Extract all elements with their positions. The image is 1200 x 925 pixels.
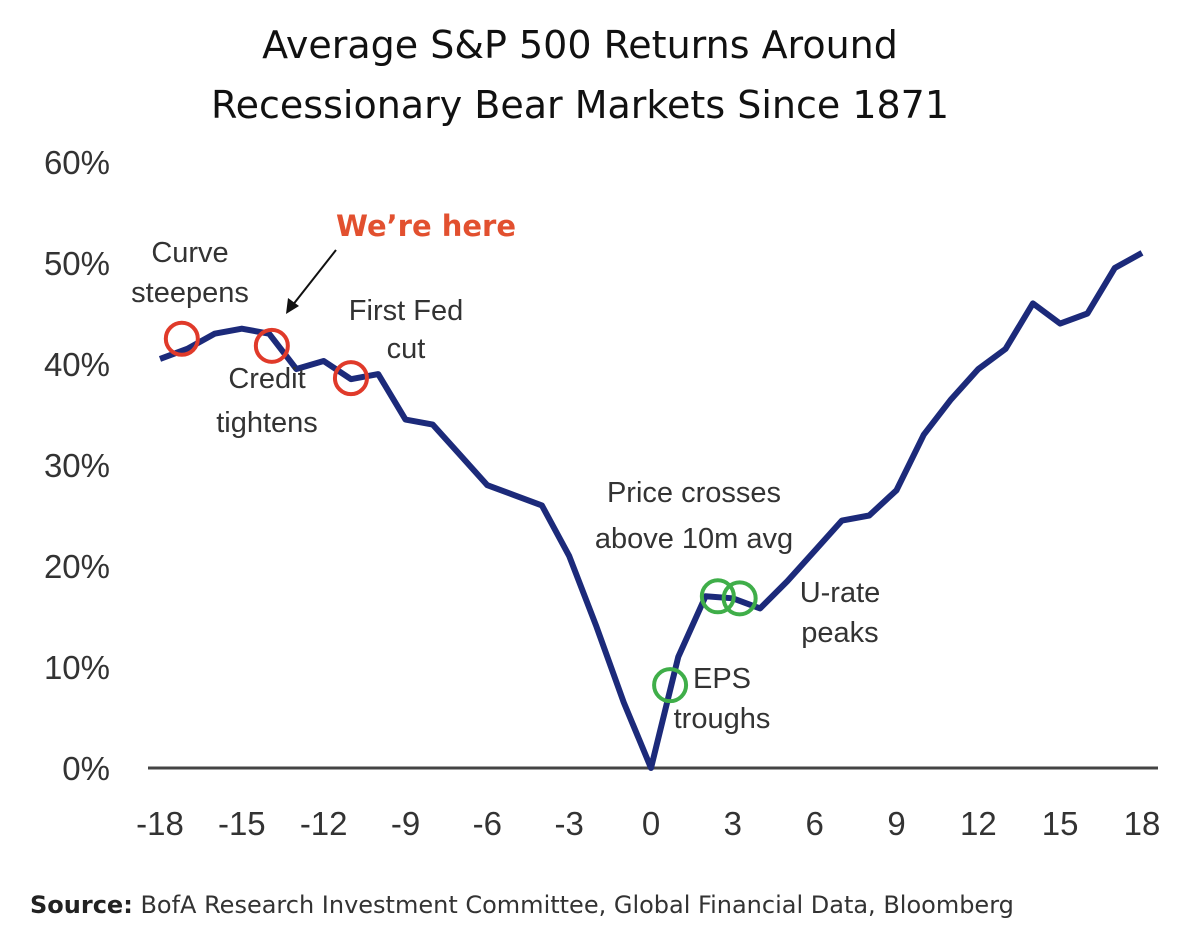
y-tick-label: 40% bbox=[44, 346, 110, 383]
callout-label: We’re here bbox=[336, 209, 516, 243]
chart-title: Average S&P 500 Returns Around bbox=[262, 23, 898, 67]
y-tick-label: 0% bbox=[62, 750, 110, 787]
annotation-label: troughs bbox=[674, 703, 771, 735]
x-tick-label: 18 bbox=[1124, 805, 1161, 842]
source: Source: BofA Research Investment Committ… bbox=[30, 891, 1014, 919]
x-tick-label: -9 bbox=[391, 805, 420, 842]
annotation-label: steepens bbox=[131, 277, 249, 309]
annotation-label: tightens bbox=[216, 407, 318, 439]
annotation-label: Price crosses bbox=[607, 477, 781, 509]
source-label: Source: bbox=[30, 891, 133, 919]
annotation-label: First Fed bbox=[349, 295, 463, 327]
x-tick-label: 12 bbox=[960, 805, 997, 842]
x-tick-label: -3 bbox=[554, 805, 583, 842]
y-tick-label: 50% bbox=[44, 245, 110, 282]
callout-arrow bbox=[291, 249, 337, 307]
annotation-label: EPS bbox=[693, 663, 751, 695]
annotation-label: U-rate bbox=[800, 577, 881, 609]
y-tick-label: 10% bbox=[44, 649, 110, 686]
x-tick-label: -15 bbox=[218, 805, 266, 842]
x-tick-label: 15 bbox=[1042, 805, 1079, 842]
line-series bbox=[158, 250, 1144, 771]
chart-title: Recessionary Bear Markets Since 1871 bbox=[211, 83, 949, 127]
annotation-label: Curve bbox=[151, 237, 228, 269]
annotation-marker bbox=[699, 578, 736, 615]
source-text: BofA Research Investment Committee, Glob… bbox=[140, 891, 1013, 919]
annotation-marker bbox=[721, 580, 758, 617]
x-tick-label: 9 bbox=[887, 805, 905, 842]
y-tick-label: 30% bbox=[44, 447, 110, 484]
annotation-label: Credit bbox=[228, 363, 305, 395]
y-tick-label: 60% bbox=[44, 144, 110, 181]
x-tick-label: 3 bbox=[724, 805, 742, 842]
callout-arrowhead bbox=[286, 298, 299, 314]
annotation-label: cut bbox=[387, 333, 426, 365]
annotation-marker bbox=[332, 360, 369, 397]
x-tick-label: 6 bbox=[805, 805, 823, 842]
annotation-marker bbox=[652, 667, 689, 704]
annotation-marker bbox=[253, 327, 290, 364]
annotation-label: above 10m avg bbox=[595, 523, 793, 555]
annotation-marker bbox=[163, 320, 200, 357]
y-tick-label: 20% bbox=[44, 548, 110, 585]
annotation-label: peaks bbox=[801, 617, 878, 649]
x-tick-label: -18 bbox=[136, 805, 184, 842]
x-tick-label: -6 bbox=[473, 805, 502, 842]
x-tick-label: 0 bbox=[642, 805, 660, 842]
x-tick-label: -12 bbox=[300, 805, 348, 842]
